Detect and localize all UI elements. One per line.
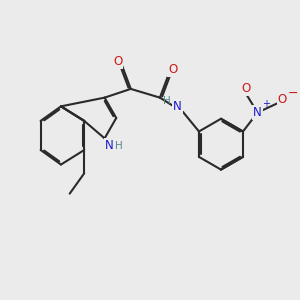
Text: N: N (173, 100, 182, 113)
Text: N: N (105, 139, 113, 152)
Text: N: N (253, 106, 262, 119)
Text: +: + (262, 99, 270, 110)
Text: −: − (287, 87, 298, 100)
Text: O: O (113, 55, 122, 68)
Text: O: O (168, 64, 178, 76)
Text: O: O (278, 93, 287, 106)
Text: H: H (163, 95, 171, 106)
Text: H: H (115, 141, 123, 151)
Text: O: O (241, 82, 250, 95)
